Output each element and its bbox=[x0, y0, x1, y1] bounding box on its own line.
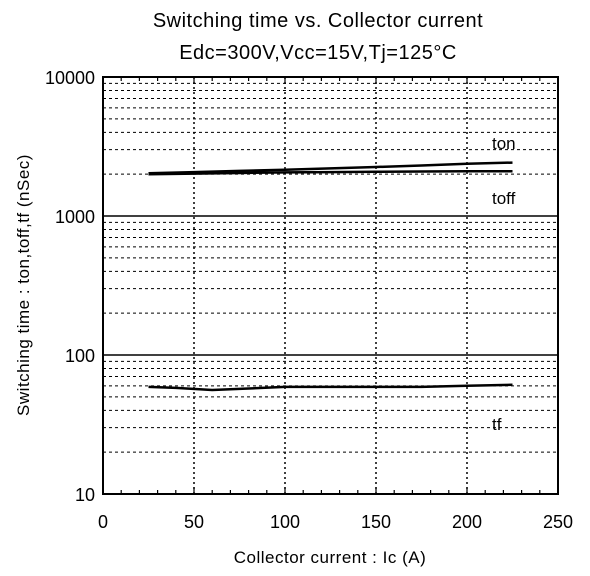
series-line-ton bbox=[148, 161, 513, 175]
ticks: 0 50 100 150 200 250 10 100 1000 10000 bbox=[45, 68, 573, 532]
x-tick-label: 100 bbox=[270, 512, 300, 532]
x-tick-label: 150 bbox=[361, 512, 391, 532]
x-tick-label: 200 bbox=[452, 512, 482, 532]
x-tick-label: 250 bbox=[543, 512, 573, 532]
series-label-ton: ton bbox=[492, 134, 516, 153]
x-tick-label: 50 bbox=[184, 512, 204, 532]
series-group bbox=[148, 161, 513, 392]
grid bbox=[103, 77, 558, 494]
series-label-tf: tf bbox=[492, 415, 502, 434]
series-line-toff bbox=[148, 169, 513, 176]
chart-title: Switching time vs. Collector current bbox=[153, 10, 483, 32]
series-labels: ton toff tf bbox=[492, 134, 516, 434]
y-axis-label: Switching time : ton,toff,tf (nSec) bbox=[14, 154, 33, 416]
chart-subtitle: Edc=300V,Vcc=15V,Tj=125°C bbox=[179, 42, 457, 64]
y-tick-label: 1000 bbox=[55, 207, 95, 227]
y-tick-label: 100 bbox=[65, 346, 95, 366]
plot-frame bbox=[102, 76, 559, 495]
series-label-toff: toff bbox=[492, 189, 516, 208]
y-tick-label: 10000 bbox=[45, 68, 95, 88]
x-tick-label: 0 bbox=[98, 512, 108, 532]
series-line-tf bbox=[148, 383, 513, 392]
y-tick-label: 10 bbox=[75, 485, 95, 505]
x-axis-label: Collector current : Ic (A) bbox=[234, 548, 427, 567]
